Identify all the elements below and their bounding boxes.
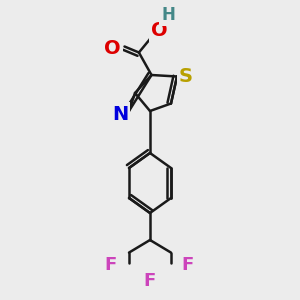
Text: H: H	[161, 6, 175, 24]
Text: F: F	[105, 256, 117, 274]
Text: O: O	[151, 20, 167, 40]
Text: O: O	[104, 38, 121, 58]
Text: S: S	[179, 67, 193, 86]
Text: F: F	[143, 272, 155, 290]
Text: N: N	[112, 104, 128, 124]
Text: F: F	[182, 256, 194, 274]
